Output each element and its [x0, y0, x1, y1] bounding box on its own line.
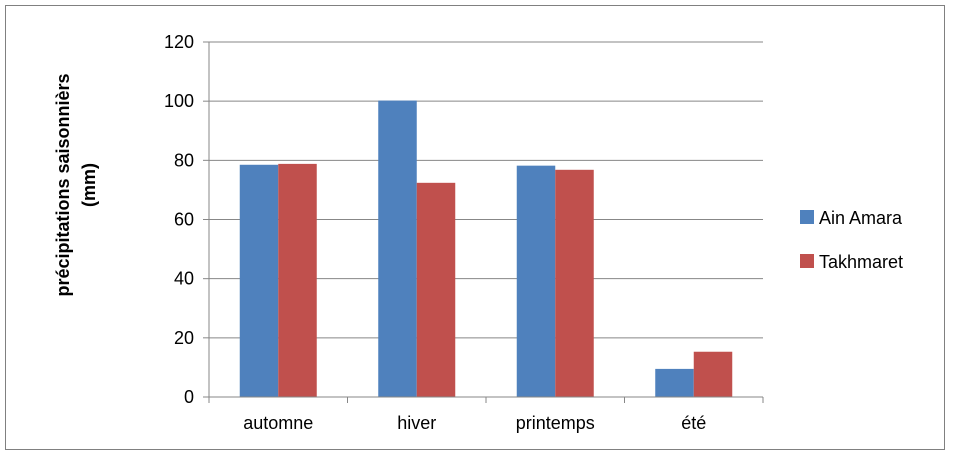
legend-swatch [800, 210, 814, 224]
legend-label: Takhmaret [819, 252, 903, 272]
y-axis-title: précipitations saisonnièrs [53, 73, 73, 296]
y-tick-label: 120 [164, 32, 194, 52]
y-tick-labels: 0 20 40 60 80 100 120 [164, 32, 194, 407]
bar-chart: 0 20 40 60 80 100 120 automne hiver printemps été… [53, 32, 903, 433]
x-tick-label: été [681, 413, 706, 433]
x-tick-label: automne [243, 413, 313, 433]
y-tick-label: 60 [174, 210, 194, 230]
bar-takhmaret-été [693, 351, 733, 397]
y-axis-unit: (mm) [79, 163, 99, 207]
legend-swatch [800, 254, 814, 268]
bar-takhmaret-automne [278, 163, 317, 397]
bar-takhmaret-printemps [555, 169, 594, 397]
chart-frame: 0 20 40 60 80 100 120 automne hiver printemps été… [5, 5, 945, 450]
bar-takhmaret-hiver [416, 182, 456, 397]
bar-ain-amara-hiver [378, 100, 417, 397]
axes [203, 41, 764, 403]
bar-ain-amara-automne [239, 164, 279, 397]
y-tick-label: 0 [184, 387, 194, 407]
y-tick-label: 100 [164, 91, 194, 111]
legend-label: Ain Amara [819, 208, 903, 228]
y-tick-label: 80 [174, 150, 194, 170]
bar-ain-amara-printemps [516, 165, 556, 397]
bars [239, 100, 733, 397]
x-tick-label: hiver [397, 413, 436, 433]
x-tick-labels: automne hiver printemps été [243, 413, 706, 433]
y-tick-label: 20 [174, 328, 194, 348]
legend: Ain Amara Takhmaret [800, 208, 903, 272]
bar-ain-amara-été [655, 368, 694, 397]
x-tick-label: printemps [516, 413, 595, 433]
y-tick-label: 40 [174, 269, 194, 289]
